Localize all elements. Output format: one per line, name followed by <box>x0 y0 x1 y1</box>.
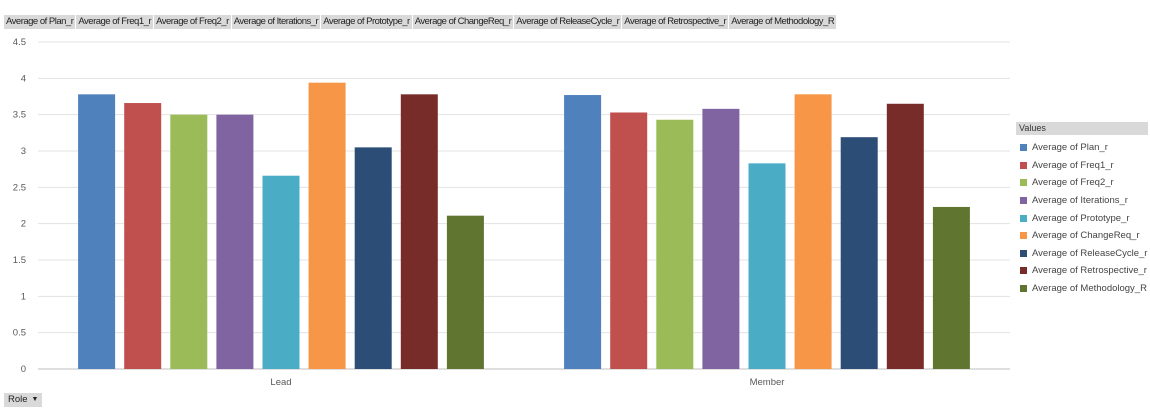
legend-swatch <box>1020 144 1027 152</box>
bar[interactable] <box>308 82 346 370</box>
legend-label: Average of ChangeReq_r <box>1032 230 1140 242</box>
bar[interactable] <box>446 215 484 369</box>
field-button[interactable]: Average of Retrospective_r <box>622 15 729 29</box>
x-axis-ticks: Lead Member <box>270 377 784 388</box>
legend-item[interactable]: Average of ReleaseCycle_r <box>1016 245 1148 263</box>
chart-legend: Values Average of Plan_r Average of Freq1… <box>1016 122 1148 297</box>
legend-item[interactable]: Average of Iterations_r <box>1016 192 1148 210</box>
legend-item[interactable]: Average of Prototype_r <box>1016 209 1148 227</box>
bar[interactable] <box>216 114 254 370</box>
field-button[interactable]: Average of Prototype_r <box>321 15 412 29</box>
y-tick-label: 2 <box>21 219 26 230</box>
legend-swatch <box>1020 179 1027 187</box>
bar[interactable] <box>656 119 694 370</box>
bar[interactable] <box>124 103 162 369</box>
field-button[interactable]: Average of Methodology_R <box>729 15 837 29</box>
bar[interactable] <box>748 163 786 369</box>
value-field-buttons: Average of Plan_r Average of Freq1_r Avera… <box>4 15 837 29</box>
legend-item[interactable]: Average of Retrospective_r <box>1016 262 1148 280</box>
dropdown-arrow-icon: ▼ <box>31 396 39 403</box>
y-tick-label: 4 <box>21 73 26 84</box>
bar[interactable] <box>610 112 648 369</box>
y-tick-label: 2.5 <box>13 182 26 193</box>
y-tick-label: 3.5 <box>13 110 26 121</box>
legend-item[interactable]: Average of ChangeReq_r <box>1016 227 1148 245</box>
field-button[interactable]: Average of Iterations_r <box>231 15 321 29</box>
bar[interactable] <box>564 95 602 370</box>
bar[interactable] <box>78 94 116 369</box>
legend-label: Average of Freq2_r <box>1032 177 1114 189</box>
y-tick-label: 1 <box>21 291 26 302</box>
bar[interactable] <box>840 137 878 369</box>
bar[interactable] <box>886 103 924 370</box>
bars <box>78 82 970 370</box>
legend-label: Average of Freq1_r <box>1032 159 1114 171</box>
field-button[interactable]: Average of Freq2_r <box>154 15 231 29</box>
field-button[interactable]: Average of Freq1_r <box>76 15 154 29</box>
legend-item[interactable]: Average of Plan_r <box>1016 139 1148 157</box>
legend-item[interactable]: Average of Freq2_r <box>1016 174 1148 192</box>
x-tick-label: Lead <box>270 377 291 388</box>
legend-label: Average of Plan_r <box>1032 142 1108 154</box>
legend-label: Average of Prototype_r <box>1032 212 1130 224</box>
bar[interactable] <box>170 114 208 370</box>
bar[interactable] <box>702 108 740 369</box>
bar[interactable] <box>400 94 438 369</box>
field-button[interactable]: Average of ReleaseCycle_r <box>514 15 622 29</box>
legend-swatch <box>1020 285 1027 293</box>
y-tick-label: 1.5 <box>13 255 26 266</box>
role-filter-label: Role <box>8 394 28 405</box>
legend-swatch <box>1020 232 1027 240</box>
legend-title[interactable]: Values <box>1016 122 1148 135</box>
legend-label: Average of Iterations_r <box>1032 195 1128 207</box>
legend-swatch <box>1020 249 1027 257</box>
role-filter-button[interactable]: Role ▼ <box>4 393 43 407</box>
legend-swatch <box>1020 214 1027 222</box>
bar[interactable] <box>932 206 970 369</box>
legend-item[interactable]: Average of Methodology_R <box>1016 280 1148 298</box>
legend-label: Average of Retrospective_r <box>1032 265 1147 277</box>
legend-swatch <box>1020 197 1027 205</box>
y-tick-label: 0.5 <box>13 328 26 339</box>
y-tick-label: 0 <box>21 364 26 375</box>
bar[interactable] <box>354 147 392 369</box>
y-axis-ticks: 0 0.5 1 1.5 2 2.5 3 3.5 4 4.5 <box>13 37 26 375</box>
legend-item[interactable]: Average of Freq1_r <box>1016 157 1148 175</box>
legend-label: Average of ReleaseCycle_r <box>1032 247 1148 259</box>
legend-label: Average of Methodology_R <box>1032 283 1147 295</box>
bar[interactable] <box>262 175 300 369</box>
legend-swatch <box>1020 267 1027 275</box>
y-tick-label: 4.5 <box>13 37 26 48</box>
y-tick-label: 3 <box>21 146 26 157</box>
legend-swatch <box>1020 161 1027 169</box>
field-button[interactable]: Average of Plan_r <box>4 15 76 29</box>
x-tick-label: Member <box>750 377 785 388</box>
bar[interactable] <box>794 94 832 369</box>
field-button[interactable]: Average of ChangeReq_r <box>412 15 514 29</box>
